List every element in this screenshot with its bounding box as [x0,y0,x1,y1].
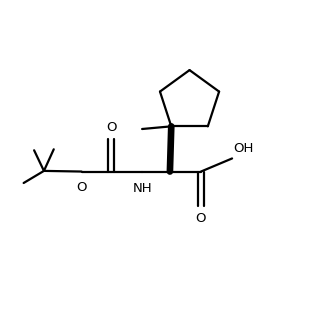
Text: O: O [106,120,116,134]
Text: NH: NH [132,182,152,195]
Text: O: O [196,212,206,225]
Text: OH: OH [234,142,254,155]
Text: O: O [76,182,87,194]
